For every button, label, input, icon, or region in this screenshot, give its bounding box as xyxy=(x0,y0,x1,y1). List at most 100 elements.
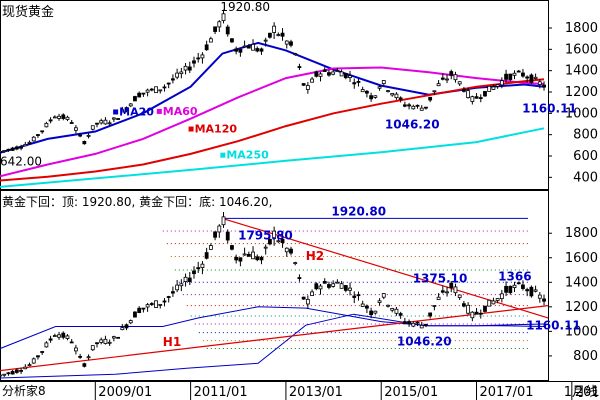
bottom-candle-body xyxy=(280,238,285,244)
top-candle-body xyxy=(145,89,150,93)
top-candle-body xyxy=(255,48,260,52)
top-candle-body xyxy=(533,76,538,79)
top-candle-body xyxy=(394,93,399,99)
top-candle-body xyxy=(44,122,49,128)
top-candle-body xyxy=(428,96,433,101)
bottom-candle-body xyxy=(183,276,188,282)
bottom-candle-body xyxy=(69,341,74,344)
top-candle-body xyxy=(242,45,247,48)
top-candle-body xyxy=(82,141,87,145)
bottom-candle-body xyxy=(31,358,36,364)
bottom-candle-body xyxy=(272,230,277,239)
top-candle-body xyxy=(0,150,2,153)
top-candle-body xyxy=(128,103,133,107)
top-candle-body xyxy=(297,66,302,68)
top-y-tick-label: 1800 xyxy=(565,21,598,36)
bottom-candle-body xyxy=(2,373,7,376)
bottom-candle-body xyxy=(516,282,521,285)
bottom-candle-body xyxy=(424,323,428,326)
legend-label-ma60: MA60 xyxy=(163,105,198,118)
top-candle-body xyxy=(36,134,40,136)
top-candle-body xyxy=(436,83,441,87)
top-candle-body xyxy=(301,83,306,86)
top-candle-body xyxy=(411,105,416,110)
top-candle-body xyxy=(474,96,479,99)
bottom-candle-body xyxy=(542,298,546,302)
bottom-candle-body xyxy=(225,231,230,241)
top-candle-body xyxy=(508,73,513,81)
x-tick-label: 2013/01 xyxy=(289,385,343,400)
x-axis-tail-label: 1月线 xyxy=(564,385,598,400)
bottom-candle-body xyxy=(107,341,112,344)
x-tick-label: 2015/01 xyxy=(384,385,438,400)
top-candle-body xyxy=(284,40,289,45)
top-candle-body xyxy=(31,136,36,142)
bottom-candle-body xyxy=(48,338,53,341)
top-candle-body xyxy=(69,122,74,124)
top-y-tick-label: 400 xyxy=(573,170,598,185)
bottom-candle-body xyxy=(90,345,95,351)
bottom-y-tick-label: 1200 xyxy=(565,300,598,315)
top-candle-body xyxy=(343,73,348,79)
top-candle-body xyxy=(521,72,525,77)
top-candle-body xyxy=(478,97,483,99)
top-candle-body xyxy=(99,120,104,124)
legend-label-ma20: MA20 xyxy=(119,105,154,118)
bottom-candle-body xyxy=(57,334,61,338)
top-candle-body xyxy=(407,104,411,107)
top-candle-body xyxy=(360,89,365,93)
bottom-candle-body xyxy=(200,263,205,268)
top-y-tick-label: 1400 xyxy=(565,64,598,79)
top-candle-body xyxy=(263,39,268,42)
top-candle-body xyxy=(196,57,201,60)
top-candle-body xyxy=(187,66,192,71)
bottom-candle-body xyxy=(440,290,445,293)
top-candle-body xyxy=(61,114,66,119)
top-candle-body xyxy=(402,104,407,107)
bottom-candle-body xyxy=(322,281,327,284)
bottom-candle-body xyxy=(120,327,125,331)
bottom-candle-body xyxy=(487,299,492,307)
top-candle-body xyxy=(499,80,504,86)
bottom-candle-body xyxy=(529,286,534,297)
bottom-candle-body xyxy=(23,366,28,370)
bottom-candle-body xyxy=(419,324,424,329)
top-candle-body xyxy=(390,92,395,96)
top-candle-body xyxy=(217,21,222,28)
bottom-candle-body xyxy=(301,296,306,300)
x-tick-label: 2011/01 xyxy=(194,385,248,400)
top-candle-body xyxy=(331,71,336,75)
bottom-lower-envelope xyxy=(0,313,545,379)
bottom-candle-body xyxy=(242,253,247,256)
top-candle-body xyxy=(491,86,496,90)
top-candle-body xyxy=(445,78,449,81)
legend-swatch-ma20 xyxy=(113,109,119,115)
bottom-candle-body xyxy=(305,298,310,305)
bottom-candle-body xyxy=(158,303,163,306)
top-candle-body xyxy=(310,78,314,83)
top-candle-body xyxy=(512,72,517,76)
top-candle-body xyxy=(137,92,142,98)
bottom-candle-body xyxy=(360,303,365,307)
bottom-candle-body xyxy=(394,308,399,314)
bottom-candle-body xyxy=(19,369,23,372)
top-candle-body xyxy=(40,130,45,133)
top-candle-body xyxy=(158,89,163,92)
top-candle-body xyxy=(90,125,95,130)
top-y-tick-label: 800 xyxy=(573,128,598,143)
bottom-candle-body xyxy=(141,307,146,310)
legend-swatch-ma120 xyxy=(188,126,194,132)
top-candle-body xyxy=(246,45,251,49)
bottom-candle-body xyxy=(343,285,348,291)
top-candle-body xyxy=(95,122,99,125)
bottom-candle-body xyxy=(445,291,449,294)
bottom-candle-body xyxy=(204,252,209,259)
top-candle-body xyxy=(356,81,361,83)
bottom-candle-body xyxy=(196,267,201,270)
bottom-candle-body xyxy=(390,308,395,311)
bottom-candle-body xyxy=(171,291,175,294)
top-candle-body xyxy=(48,119,53,122)
bottom-candle-body xyxy=(230,245,234,250)
